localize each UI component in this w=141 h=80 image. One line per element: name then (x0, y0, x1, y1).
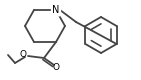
Text: O: O (19, 50, 27, 58)
Text: O: O (52, 62, 60, 72)
Text: N: N (52, 5, 60, 15)
